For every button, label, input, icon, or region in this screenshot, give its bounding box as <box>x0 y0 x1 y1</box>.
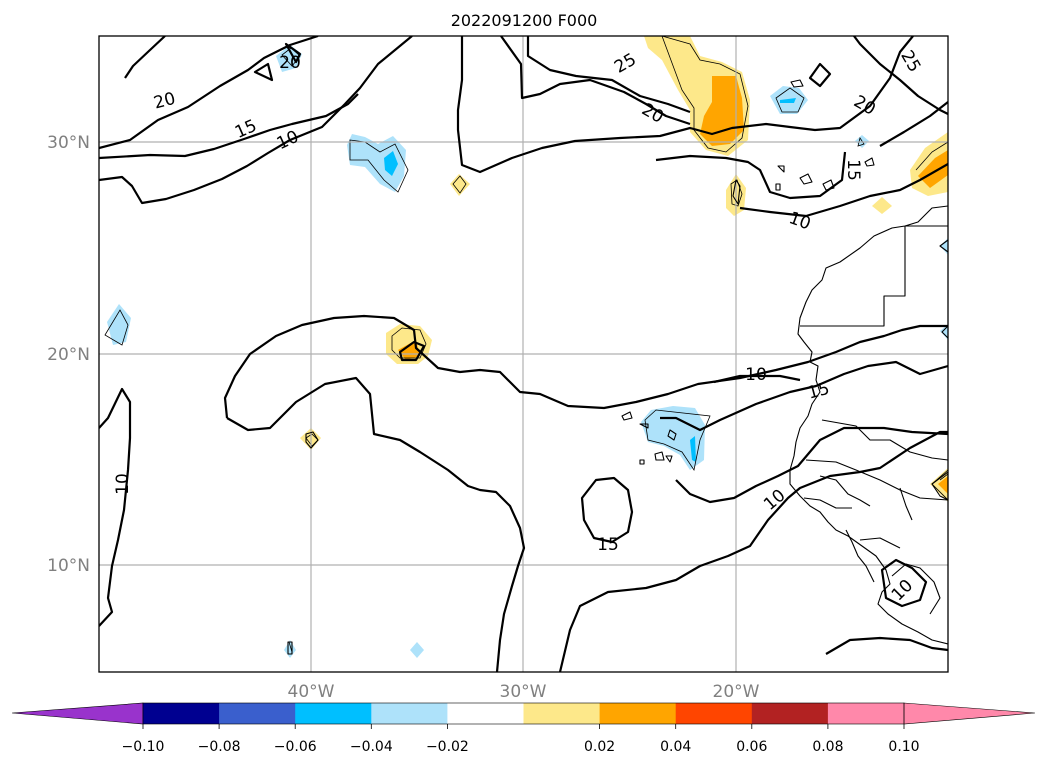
contour-label: 15 <box>597 535 619 555</box>
positive-anomaly-patch <box>938 476 948 494</box>
colorbar-under-triangle <box>11 702 144 725</box>
contour-label: 10 <box>745 365 767 385</box>
colorbar-bin <box>447 703 524 724</box>
colorbar-over-triangle <box>903 702 1036 725</box>
contour-lines <box>99 36 948 672</box>
colorbar-tick-label: −0.04 <box>350 739 393 755</box>
lon-label-40w: 40°W <box>288 682 335 702</box>
colorbar-bin <box>523 703 601 724</box>
positive-anomaly-patch <box>398 340 420 360</box>
negative-anomaly-patch <box>641 406 705 470</box>
colorbar-bin <box>675 703 753 724</box>
contour-label: 20 <box>279 53 301 73</box>
negative-anomaly-patch <box>410 642 424 658</box>
negative-anomaly-patch <box>690 436 696 462</box>
colorbar-tick-label: −0.08 <box>198 739 241 755</box>
colorbar-bin <box>599 703 677 724</box>
colorbar-bin <box>219 703 296 724</box>
lon-label-30w: 30°W <box>500 682 547 702</box>
contour-label: 15 <box>843 159 863 181</box>
lat-lon-grid <box>99 36 948 672</box>
colorbar-tick-label: −0.06 <box>274 739 317 755</box>
lat-label-10n: 10°N <box>47 556 90 576</box>
colorbar: −0.10 −0.08 −0.06 −0.04 −0.02 0.02 0.04 0.06 0.0… <box>11 702 1036 755</box>
map-frame <box>98 35 949 673</box>
colorbar-bin <box>371 703 448 724</box>
colorbar-tick-label: 0.02 <box>584 739 615 755</box>
contour-label: 10 <box>113 473 133 495</box>
lon-label-20w: 20°W <box>713 682 760 702</box>
lat-label-30n: 30°N <box>47 133 90 153</box>
colorbar-bin <box>143 703 220 724</box>
colorbar-bin <box>295 703 372 724</box>
colorbar-tick-label: 0.04 <box>660 739 691 755</box>
colorbar-bin <box>751 703 829 724</box>
negative-anomaly-patch <box>384 151 398 176</box>
positive-anomaly-patch <box>872 197 892 214</box>
colorbar-frame <box>142 702 905 725</box>
positive-anomaly-patch <box>918 150 948 188</box>
colorbar-tick-label: −0.10 <box>122 739 165 755</box>
colorbar-tick-label: 0.08 <box>812 739 843 755</box>
lat-label-20n: 20°N <box>47 345 90 365</box>
colorbar-tick-label: −0.02 <box>426 739 469 755</box>
negative-anomaly-patch <box>284 640 296 658</box>
positive-anomaly-patch <box>450 174 470 196</box>
colorbar-tick-label: 0.06 <box>736 739 767 755</box>
map-title: 2022091200 F000 <box>451 11 598 30</box>
colorbar-bin <box>827 703 905 724</box>
negative-anomaly-patch <box>347 134 406 192</box>
negative-anomaly-patch <box>780 98 796 103</box>
map-area: 20 20 15 10 25 25 20 20 15 10 10 15 10 1… <box>99 36 948 672</box>
coastlines <box>287 79 948 655</box>
colorbar-tick-label: 0.10 <box>888 739 919 755</box>
